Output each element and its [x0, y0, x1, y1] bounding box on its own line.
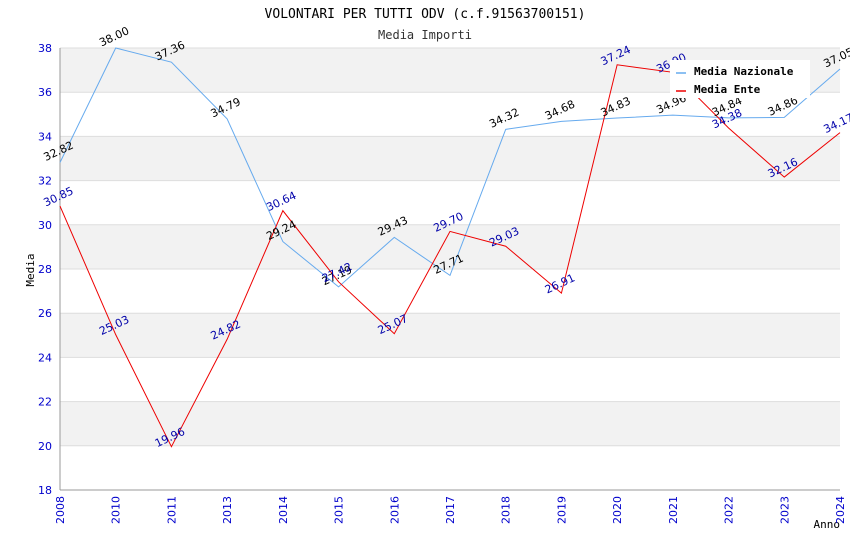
y-tick-label: 22 [38, 396, 52, 409]
y-tick-label: 28 [38, 263, 52, 276]
x-tick-label: 2021 [667, 496, 680, 524]
plot-band [60, 180, 840, 225]
x-tick-label: 2011 [165, 496, 178, 524]
x-tick-label: 2019 [555, 496, 568, 524]
x-tick-label: 2020 [611, 496, 624, 524]
x-tick-label: 2024 [834, 496, 847, 524]
series-lines [59, 47, 841, 448]
plot-band [60, 269, 840, 314]
x-tick-labels: 2008 2010 2011 2013 2014 2015 2016 2017 2018 2019… [54, 496, 847, 524]
legend-label-media-nazionale: Media Nazionale [694, 65, 794, 78]
plot-band [60, 92, 840, 137]
y-tick-label: 32 [38, 175, 52, 188]
y-axis-label: Media [24, 253, 37, 286]
legend-label-media-ente: Media Ente [694, 83, 761, 96]
x-tick-label: 2008 [54, 496, 67, 524]
y-tick-label: 36 [38, 86, 52, 99]
plot-band [60, 136, 840, 181]
plot-band [60, 445, 840, 490]
y-tick-label: 30 [38, 219, 52, 232]
x-tick-label: 2014 [277, 496, 290, 524]
legend: Media Nazionale Media Ente [670, 60, 810, 98]
plot-band [60, 401, 840, 446]
x-axis-label: Anno [814, 518, 841, 531]
x-tick-label: 2015 [333, 496, 346, 524]
y-tick-label: 24 [38, 351, 52, 364]
legend-box [670, 60, 810, 98]
series-line-media-ente [59, 64, 841, 448]
y-tick-label: 34 [38, 130, 52, 143]
plot-band [60, 357, 840, 402]
x-tick-label: 2023 [778, 496, 791, 524]
x-tick-label: 2018 [500, 496, 513, 524]
y-tick-labels: 18 20 22 24 26 28 30 32 34 36 38 [38, 42, 52, 497]
chart-title: VOLONTARI PER TUTTI ODV (c.f.91563700151… [265, 7, 586, 22]
y-tick-label: 38 [38, 42, 52, 55]
x-tick-label: 2016 [388, 496, 401, 524]
data-label: 38.00 [97, 24, 131, 49]
x-tick-label: 2013 [221, 496, 234, 524]
plot-band [60, 313, 840, 358]
plot-bands [60, 48, 840, 490]
y-tick-label: 20 [38, 440, 52, 453]
x-tick-label: 2017 [444, 496, 457, 524]
y-tick-label: 26 [38, 307, 52, 320]
chart-subtitle: Media Importi [378, 28, 472, 42]
x-tick-label: 2022 [723, 496, 736, 524]
x-tick-label: 2010 [110, 496, 123, 524]
series-line-media-nazionale [59, 47, 841, 288]
y-tick-label: 18 [38, 484, 52, 497]
